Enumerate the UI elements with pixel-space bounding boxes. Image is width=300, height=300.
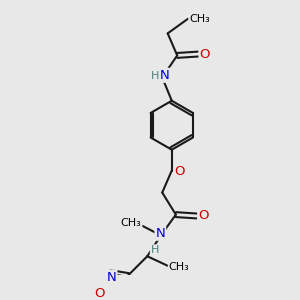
Text: N: N [155,227,165,240]
Text: CH₃: CH₃ [121,218,142,228]
Text: O: O [198,209,209,223]
Text: O: O [94,287,104,300]
Text: H: H [150,71,159,81]
Text: N: N [107,271,116,284]
Text: O: O [175,165,185,178]
Text: CH₃: CH₃ [169,262,190,272]
Text: O: O [200,48,210,61]
Text: H: H [151,245,159,255]
Text: N: N [160,69,170,82]
Text: CH₃: CH₃ [189,14,210,24]
